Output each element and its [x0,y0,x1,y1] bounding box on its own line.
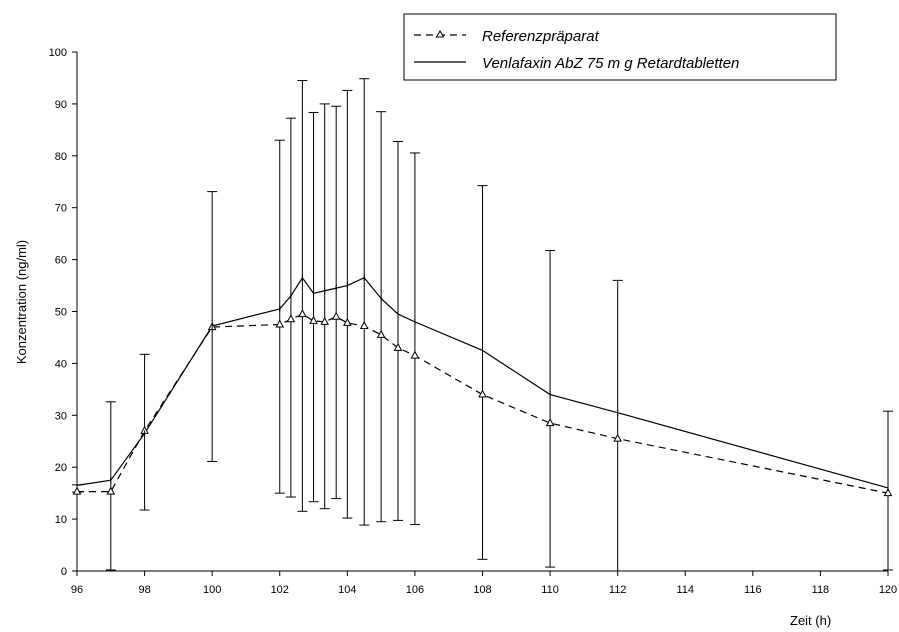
legend-label-referenz: Referenzpräparat [482,28,600,45]
legend-box [403,13,837,81]
x-tick-label: 112 [609,584,627,596]
legend: Referenzpräparat Venlafaxin AbZ 75 m g R… [403,13,837,81]
y-tick-label: 0 [61,566,67,578]
point-referenz [376,329,386,338]
x-tick-label: 110 [541,584,559,596]
point-referenz [393,342,403,351]
point-referenz [275,319,285,328]
x-tick-label: 98 [138,584,150,596]
x-tick-label: 116 [744,584,762,596]
point-referenz [309,315,318,324]
point-referenz [883,488,893,497]
point-referenz [613,433,623,442]
x-tick-label: 104 [338,584,356,596]
y-tick-label: 30 [55,410,67,422]
y-tick-label: 50 [55,307,67,319]
x-tick-label: 118 [812,584,830,596]
y-tick-label: 60 [55,255,67,267]
x-tick-label: 96 [71,584,83,596]
x-tick-label: 108 [473,584,491,596]
x-tick-label: 120 [879,584,897,596]
x-tick-label: 102 [271,584,289,596]
x-tick-label: 106 [406,584,424,596]
y-tick-label: 100 [49,47,67,59]
y-tick-label: 40 [55,358,67,370]
x-axis-title: Zeit (h) [790,613,831,628]
point-referenz [72,486,82,495]
point-referenz [478,389,487,398]
point-referenz [342,317,352,326]
x-tick-label: 100 [203,584,221,596]
point-referenz [286,314,296,323]
legend-label-venlafaxin: Venlafaxin AbZ 75 m g Retardtabletten [482,55,739,72]
y-tick-label: 90 [55,99,67,111]
x-tick-label: 114 [676,584,694,596]
y-tick-label: 10 [55,514,67,526]
point-referenz [298,309,307,318]
y-tick-label: 70 [55,203,67,215]
point-referenz [359,320,369,330]
y-tick-label: 20 [55,462,67,474]
point-referenz [545,418,555,427]
point-referenz [410,350,420,359]
y-axis-title: Konzentration (ng/ml) [14,240,29,364]
point-referenz [331,311,341,320]
point-referenz [106,486,116,495]
legend-marker-referenz [435,30,445,38]
point-referenz [320,316,330,325]
y-tick-label: 80 [55,151,67,163]
